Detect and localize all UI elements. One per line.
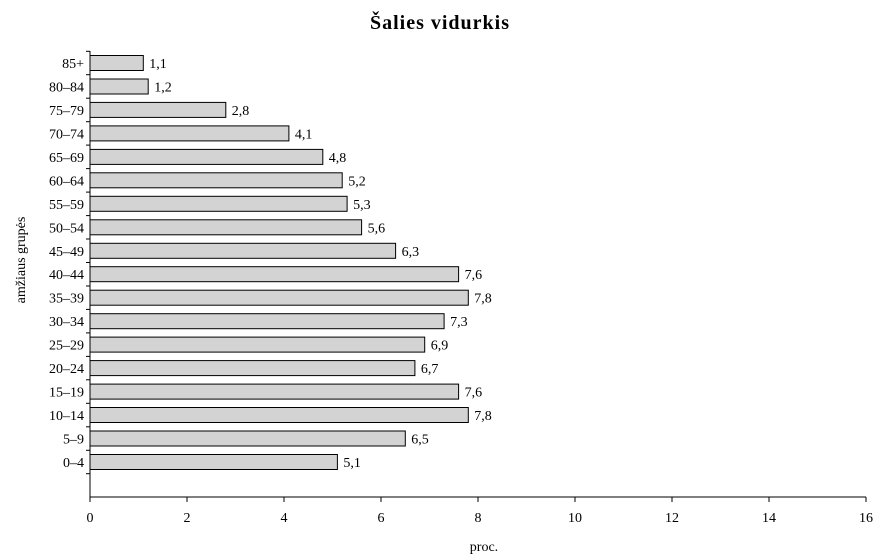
y-axis-title: amžiaus grupės (14, 217, 29, 304)
bar (89, 313, 445, 330)
bar (89, 360, 416, 377)
bar (89, 55, 144, 71)
value-label: 7,6 (465, 268, 483, 283)
category-label: 5–9 (63, 433, 84, 448)
bar (89, 336, 426, 353)
bar (89, 78, 149, 95)
x-tick-label: 16 (859, 511, 873, 526)
x-ticks-group: 0 2 4 6 8 10 12 14 16 (86, 50, 873, 526)
bar (89, 148, 324, 165)
bar (89, 289, 469, 306)
bar (89, 242, 397, 259)
category-label: 30–34 (49, 315, 84, 330)
bars-group (89, 55, 469, 470)
x-tick-label: 8 (475, 511, 482, 526)
chart-title: Šalies vidurkis (370, 10, 510, 34)
value-label: 5,1 (343, 456, 361, 471)
value-label: 6,9 (431, 339, 449, 354)
value-label: 7,6 (465, 386, 483, 401)
bar (89, 125, 290, 142)
bar (89, 195, 348, 212)
x-tick-label: 0 (87, 511, 94, 526)
value-label: 6,3 (402, 245, 420, 260)
category-label: 25–29 (49, 339, 84, 354)
category-label: 10–14 (49, 409, 84, 424)
category-label: 45–49 (49, 245, 84, 260)
x-tick-label: 4 (281, 511, 288, 526)
category-label: 15–19 (49, 386, 84, 401)
value-label: 4,8 (329, 151, 347, 166)
bar (89, 407, 469, 423)
category-label: 60–64 (49, 174, 84, 189)
category-label: 65–69 (49, 151, 84, 166)
bar (89, 430, 406, 447)
bar (89, 172, 343, 189)
category-label: 70–74 (49, 127, 84, 142)
x-tick-label: 6 (378, 511, 385, 526)
value-label: 5,3 (353, 198, 371, 213)
value-label: 5,2 (348, 174, 366, 189)
bar (89, 101, 227, 118)
category-label: 40–44 (49, 268, 84, 283)
value-label: 5,6 (368, 221, 386, 236)
x-tick-label: 12 (665, 511, 679, 526)
x-tick-label: 2 (184, 511, 191, 526)
value-label: 7,8 (474, 292, 492, 307)
value-label: 7,8 (474, 409, 492, 424)
value-label: 1,1 (149, 57, 167, 72)
category-label: 85+ (62, 57, 84, 72)
value-labels-group: 1,1 1,2 2,8 4,1 4,85,2 5,3 5,6 6,3 7,6 7,8 7,36,9 6… (149, 57, 492, 471)
bar (89, 266, 460, 283)
value-label: 6,5 (411, 433, 429, 448)
category-label: 80–84 (49, 81, 84, 96)
x-axis-title: proc. (470, 540, 498, 555)
x-tick-label: 10 (568, 511, 582, 526)
category-label: 50–54 (49, 221, 84, 236)
value-label: 6,7 (421, 362, 439, 377)
bar (89, 219, 363, 236)
value-label: 7,3 (450, 315, 468, 330)
bar (89, 454, 338, 470)
category-label: 75–79 (49, 104, 84, 119)
value-label: 1,2 (154, 81, 172, 96)
value-label: 2,8 (232, 104, 250, 119)
value-label: 4,1 (295, 127, 313, 142)
category-label: 0–4 (63, 456, 84, 471)
category-labels-group: 85+ 80–84 75–79 70–74 65–69 60–64 55–59 50–54 45… (49, 57, 84, 471)
category-label: 20–24 (49, 362, 84, 377)
category-label: 35–39 (49, 292, 84, 307)
bar (89, 383, 460, 400)
category-label: 55–59 (49, 198, 84, 213)
x-tick-label: 14 (762, 511, 776, 526)
